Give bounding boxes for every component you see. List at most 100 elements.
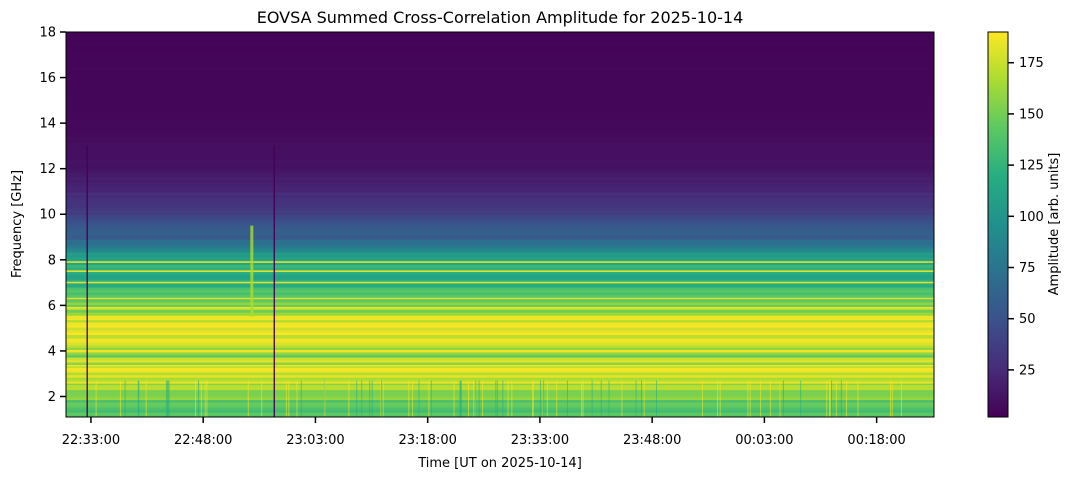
- heatmap-row: [66, 59, 934, 63]
- heatmap-row: [66, 317, 934, 321]
- heatmap-row: [66, 282, 934, 286]
- heatmap-row: [66, 137, 934, 141]
- heatmap-row: [66, 404, 934, 408]
- heatmap-row: [66, 344, 934, 348]
- heatmap-row: [66, 212, 934, 216]
- chart-title: EOVSA Summed Cross-Correlation Amplitude…: [257, 8, 744, 27]
- heatmap-row: [66, 82, 934, 86]
- heatmap-row: [66, 264, 934, 268]
- heatmap-row: [66, 357, 934, 361]
- heatmap-row: [66, 324, 934, 328]
- heatmap-row: [66, 72, 934, 76]
- colorbar-tick-label: 125: [1019, 159, 1044, 174]
- heatmap-row: [66, 392, 934, 396]
- heatmap-row: [66, 134, 934, 138]
- heatmap-row: [66, 149, 934, 153]
- heatmap-row: [66, 274, 934, 278]
- heatmap-row: [66, 342, 934, 346]
- y-axis: 2 4 6 8 10 12 14 16 18: [39, 26, 66, 405]
- heatmap-row: [66, 114, 934, 118]
- heatmap-row: [66, 97, 934, 101]
- heatmap-row: [66, 289, 934, 293]
- heatmap-row: [66, 54, 934, 58]
- heatmap-row: [66, 377, 934, 381]
- heatmap-row: [66, 139, 934, 143]
- heatmap-row: [66, 372, 934, 376]
- y-tick-label: 6: [48, 299, 56, 314]
- heatmap-row: [66, 362, 934, 366]
- heatmap-row: [66, 329, 934, 333]
- heatmap-row: [66, 244, 934, 248]
- heatmap-row: [66, 277, 934, 281]
- heatmap-row: [66, 414, 934, 417]
- heatmap-row: [66, 204, 934, 208]
- heatmap-row: [66, 132, 934, 136]
- heatmap-row: [66, 292, 934, 296]
- heatmap-row: [66, 177, 934, 181]
- heatmap-row: [66, 402, 934, 406]
- heatmap-row: [66, 262, 934, 266]
- heatmap-row: [66, 219, 934, 223]
- heatmap-row: [66, 332, 934, 336]
- heatmap-row: [66, 62, 934, 66]
- heatmap-row: [66, 112, 934, 116]
- heatmap-row: [66, 44, 934, 48]
- heatmap-row: [66, 179, 934, 183]
- heatmap-row: [66, 152, 934, 156]
- heatmap-row: [66, 257, 934, 261]
- heatmap-row: [66, 217, 934, 221]
- heatmap-row: [66, 227, 934, 231]
- heatmap-row: [66, 247, 934, 251]
- colorbar-label: Amplitude [arb. units]: [1047, 153, 1062, 296]
- heatmap-row: [66, 87, 934, 91]
- heatmap-row: [66, 67, 934, 71]
- heatmap-row: [66, 52, 934, 56]
- heatmap-row: [66, 182, 934, 186]
- heatmap-row: [66, 104, 934, 108]
- heatmap-row: [66, 397, 934, 401]
- heatmap-row: [66, 169, 934, 173]
- heatmap-row: [66, 32, 934, 36]
- colorbar-tick-label: 150: [1019, 107, 1044, 122]
- heatmap-row: [66, 99, 934, 103]
- heatmap-row: [66, 374, 934, 378]
- y-tick-label: 16: [39, 71, 56, 86]
- y-tick-label: 4: [48, 344, 56, 359]
- heatmap-row: [66, 207, 934, 211]
- x-axis: 22:33:00 22:48:00 23:03:00 23:18:00 23:33:00…: [62, 417, 906, 448]
- heatmap-row: [66, 389, 934, 393]
- x-tick-label: 22:48:00: [174, 433, 232, 448]
- colorbar-tick-label: 175: [1019, 56, 1044, 71]
- heatmap-row: [66, 129, 934, 133]
- x-tick-label: 23:18:00: [398, 433, 456, 448]
- heatmap-row: [66, 284, 934, 288]
- heatmap-row: [66, 307, 934, 311]
- heatmap-row: [66, 167, 934, 171]
- heatmap-row: [66, 164, 934, 168]
- colorbar-tick-label: 75: [1019, 261, 1036, 276]
- heatmap-row: [66, 77, 934, 81]
- heatmap-row: [66, 242, 934, 246]
- heatmap-row: [66, 119, 934, 123]
- heatmap-row: [66, 144, 934, 148]
- heatmap-row: [66, 154, 934, 158]
- heatmap-row: [66, 407, 934, 411]
- heatmap-row: [66, 239, 934, 243]
- bright-vertical-feature: [250, 225, 254, 317]
- heatmap-row: [66, 127, 934, 131]
- heatmap-dark-vertical-lines: [86, 145, 275, 417]
- heatmap-row: [66, 294, 934, 298]
- heatmap-row: [66, 309, 934, 313]
- heatmap-row: [66, 334, 934, 338]
- heatmap-bright-lines: [66, 261, 934, 384]
- heatmap-row: [66, 304, 934, 308]
- x-axis-label: Time [UT on 2025-10-14]: [417, 456, 582, 471]
- y-tick-label: 10: [39, 208, 56, 223]
- heatmap-row: [66, 174, 934, 178]
- heatmap-row: [66, 359, 934, 363]
- heatmap-row: [66, 384, 934, 388]
- heatmap-row: [66, 387, 934, 391]
- x-tick-label: 22:33:00: [62, 433, 120, 448]
- heatmap-row: [66, 287, 934, 291]
